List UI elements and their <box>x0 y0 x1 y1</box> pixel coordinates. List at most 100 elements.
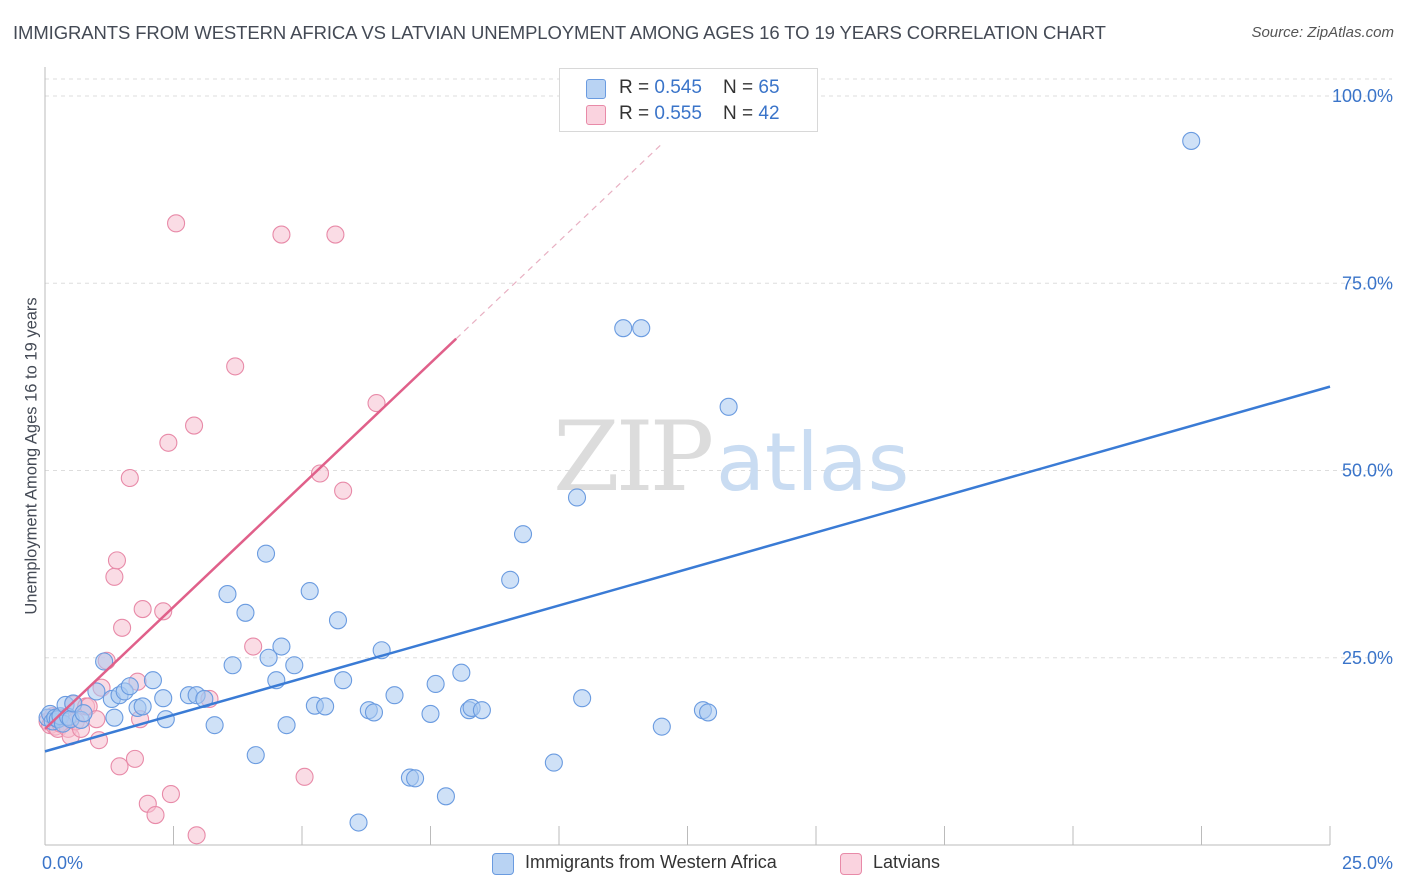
western-africa-point <box>699 703 718 722</box>
latvians-point <box>167 214 186 233</box>
western-africa-point <box>120 677 139 696</box>
trend-line-western-africa <box>44 385 1331 753</box>
western-africa-point <box>285 656 304 675</box>
western-africa-point <box>74 704 93 723</box>
western-africa-point <box>300 582 319 601</box>
western-africa-point <box>614 319 633 338</box>
western-africa-point <box>105 708 124 727</box>
legend-r-value: 0.545 <box>654 77 702 98</box>
western-africa-point <box>246 746 265 765</box>
trend-lines <box>44 143 1331 753</box>
latvians-point <box>295 767 314 786</box>
legend-n-value: 42 <box>758 103 780 124</box>
series-latvians-points <box>38 214 386 845</box>
legend-swatch-western-africa <box>586 79 606 99</box>
latvians-point <box>120 468 139 488</box>
western-africa-point <box>95 652 114 671</box>
western-africa-point <box>133 697 152 716</box>
western-africa-point <box>364 703 384 722</box>
y-tick-label: 75.0% <box>1342 273 1393 293</box>
western-africa-point <box>223 656 242 675</box>
x-tick-label-max: 25.0% <box>1342 853 1393 873</box>
latvians-point <box>133 600 152 619</box>
latvians-point <box>244 637 263 656</box>
legend-r-value: 0.555 <box>654 103 702 124</box>
latvians-point <box>367 394 386 413</box>
latvians-point <box>310 464 330 483</box>
y-tick-label: 25.0% <box>1342 648 1393 668</box>
x-tick-label-min: 0.0% <box>42 853 83 873</box>
western-africa-point <box>501 570 520 589</box>
western-africa-point <box>1182 131 1201 150</box>
western-africa-point <box>632 319 651 338</box>
latvians-point <box>107 551 127 570</box>
western-africa-point <box>143 671 162 690</box>
watermark-atlas: atlas <box>716 416 909 509</box>
y-tick-label: 50.0% <box>1342 461 1393 481</box>
latvians-point <box>159 433 178 452</box>
latvians-point <box>161 785 180 804</box>
series-western-africa-points <box>38 131 1201 832</box>
legend-swatch-latvians <box>586 105 606 125</box>
gridlines <box>45 78 1392 659</box>
western-africa-point <box>154 689 173 708</box>
latvians-point <box>334 481 353 500</box>
y-tick-label: 100.0% <box>1332 86 1393 106</box>
western-africa-point <box>426 674 445 694</box>
latvians-point <box>185 416 204 435</box>
western-africa-point <box>259 648 278 667</box>
western-africa-point <box>256 544 276 563</box>
western-africa-point <box>334 671 353 690</box>
latvians-point <box>226 357 245 376</box>
legend-r-label: R = <box>619 103 655 124</box>
western-africa-point <box>328 611 348 630</box>
latvians-point <box>326 225 345 244</box>
western-africa-point <box>436 787 455 806</box>
latvians-point <box>272 225 291 244</box>
western-africa-point <box>652 717 671 736</box>
latvians-point <box>105 567 124 586</box>
chart-title: IMMIGRANTS FROM WESTERN AFRICA VS LATVIA… <box>13 22 1106 43</box>
western-africa-point <box>316 697 335 716</box>
western-africa-point <box>567 488 587 507</box>
bottom-legend-label-latvians: Latvians <box>873 852 941 872</box>
western-africa-point <box>573 689 592 708</box>
latvians-point <box>146 805 165 825</box>
western-africa-point <box>513 525 533 544</box>
western-africa-point <box>544 753 563 772</box>
legend-r-label: R = <box>619 77 655 98</box>
western-africa-point <box>406 769 425 788</box>
tick-labels: 25.0% 50.0% 75.0% 100.0% 0.0% 25.0% <box>42 86 1393 873</box>
western-africa-point <box>719 397 738 416</box>
western-africa-point <box>236 603 255 622</box>
latvians-point <box>113 618 132 637</box>
western-africa-point <box>87 682 106 701</box>
western-africa-point <box>421 704 440 723</box>
bottom-legend-swatch-latvians <box>840 853 862 875</box>
western-africa-point <box>452 663 471 682</box>
latvians-point <box>125 749 144 768</box>
bottom-legend-swatch-western-africa <box>492 853 514 875</box>
western-africa-point <box>349 813 368 832</box>
trend-line-latvians-extension <box>455 143 663 340</box>
bottom-legend-label-western-africa: Immigrants from Western Africa <box>525 852 777 872</box>
trend-line-latvians <box>44 337 458 730</box>
latvians-point <box>110 757 129 776</box>
western-africa-point <box>218 585 237 604</box>
western-africa-point <box>195 689 214 708</box>
source-credit: Source: ZipAtlas.com <box>1251 24 1394 41</box>
legend-n-value: 65 <box>758 77 780 98</box>
western-africa-point <box>272 637 291 656</box>
latvians-point <box>154 602 173 621</box>
watermark: ZIP atlas <box>553 401 909 513</box>
legend-n-label: N = <box>723 103 759 124</box>
legend-text-latvians: R = 0.555 N = 42 <box>619 103 780 125</box>
legend-text-western-africa: R = 0.545 N = 65 <box>619 77 780 99</box>
legend-n-label: N = <box>723 77 759 98</box>
correlation-legend: R = 0.545 N = 65 R = 0.555 N = 42 <box>559 68 818 132</box>
western-africa-point <box>205 716 224 735</box>
latvians-point <box>187 826 206 845</box>
western-africa-point <box>277 716 296 735</box>
western-africa-point <box>472 701 491 720</box>
